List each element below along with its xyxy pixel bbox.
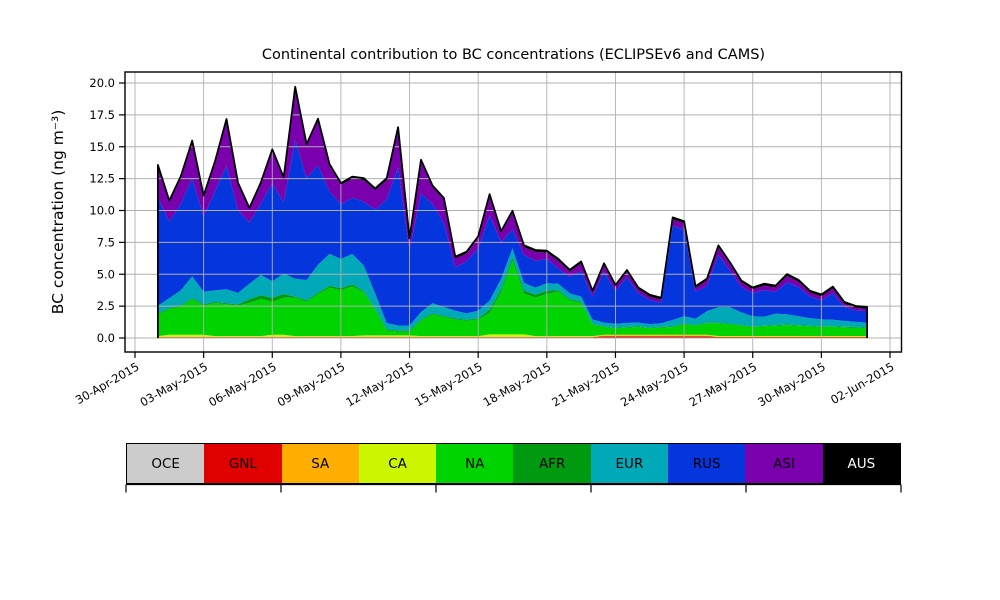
x-tick-label: 03-May-2015 <box>137 359 210 409</box>
legend-entry-label: AUS <box>847 455 876 472</box>
area-gnl <box>157 336 868 338</box>
chart-title: Continental contribution to BC concentra… <box>261 47 766 63</box>
y-tick-label: 2.5 <box>97 299 115 313</box>
y-tick-label: 20.0 <box>89 76 115 90</box>
x-tick-label: 30-Apr-2015 <box>73 359 142 407</box>
area-rus <box>157 139 868 326</box>
legend-entry-ca: CA <box>358 444 437 483</box>
legend-entry-aus: AUS <box>822 444 900 483</box>
legend-entry-label: ASI <box>773 455 795 472</box>
y-tick-label: 17.5 <box>89 108 115 122</box>
legend-entry-gnl: GNL <box>204 444 282 483</box>
area-ca <box>157 334 868 337</box>
legend-entry-rus: RUS <box>668 444 746 483</box>
area-eur <box>157 248 868 331</box>
legend-entry-label: SA <box>311 455 330 472</box>
total-line <box>157 85 868 338</box>
x-tick-label: 18-May-2015 <box>481 359 554 409</box>
x-tick-label: 24-May-2015 <box>618 359 691 409</box>
y-tick-label: 7.5 <box>97 235 115 249</box>
x-tick-label: 09-May-2015 <box>275 359 348 409</box>
y-tick-label: 15.0 <box>89 140 115 154</box>
area-na <box>157 260 868 337</box>
legend-entry-afr: AFR <box>513 444 591 483</box>
area-sa <box>157 335 868 338</box>
legend-entry-sa: SA <box>281 444 359 483</box>
x-tick-label: 27-May-2015 <box>687 359 760 409</box>
legend-entry-na: NA <box>436 444 514 483</box>
x-tick-label: 21-May-2015 <box>549 359 622 409</box>
y-tick-label: 10.0 <box>89 204 115 218</box>
legend-entry-eur: EUR <box>590 444 669 483</box>
legend-entry-label: GNL <box>228 455 257 472</box>
plot-border <box>124 71 903 353</box>
legend-entry-label: RUS <box>692 455 721 472</box>
legend-entry-label: CA <box>388 455 407 472</box>
legend-entry-label: NA <box>465 455 485 472</box>
legend-entry-label: EUR <box>615 455 644 472</box>
x-tick-label: 30-May-2015 <box>755 359 828 409</box>
legend-entry-label: OCE <box>151 455 180 472</box>
y-tick-label: 12.5 <box>89 172 115 186</box>
x-tick-label: 12-May-2015 <box>343 359 416 409</box>
legend-entry-asi: ASI <box>745 444 823 483</box>
legend-entry-oce: OCE <box>127 444 205 483</box>
legend-bar: OCE GNL SA CA NA AFR EUR RUS ASI AUS <box>126 443 901 484</box>
x-tick-label: 06-May-2015 <box>206 359 279 409</box>
y-tick-label: 5.0 <box>97 267 115 281</box>
x-tick-label: 02-Jun-2015 <box>828 359 896 407</box>
y-tick-label: 0.0 <box>97 331 115 345</box>
x-tick-label: 15-May-2015 <box>412 359 485 409</box>
legend-entry-label: AFR <box>538 455 566 472</box>
